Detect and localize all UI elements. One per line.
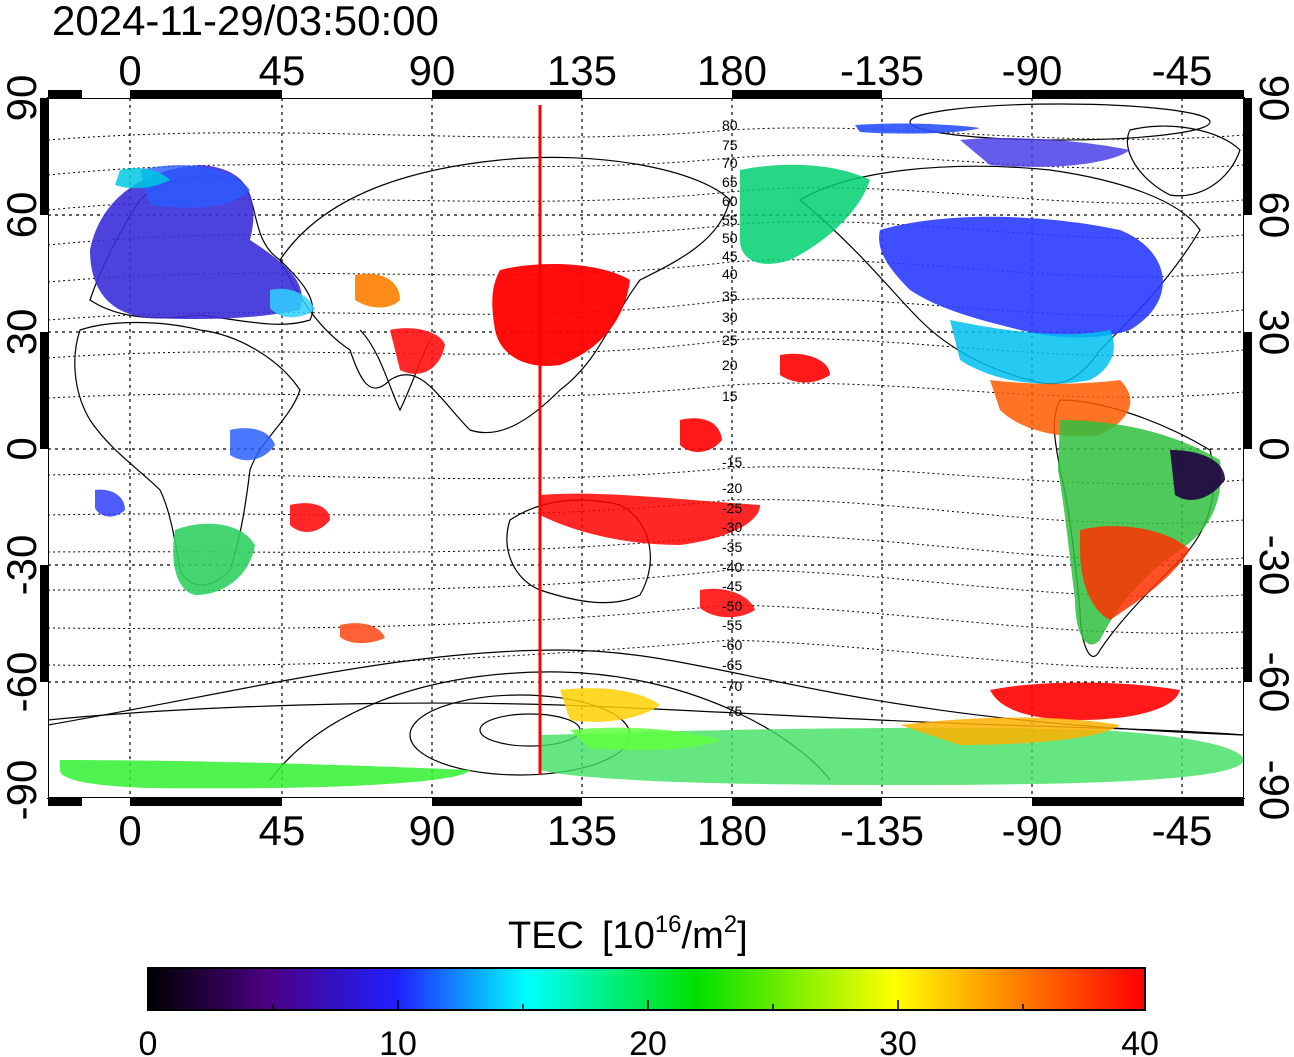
map-plot-area: 80 75 70 65 60 55 50 45 40 35 30 25 20 1… xyxy=(48,98,1244,798)
lon-tick-label: 135 xyxy=(547,47,617,94)
lon-tick-label: 180 xyxy=(697,807,767,854)
lon-tick-label: 180 xyxy=(697,47,767,94)
lon-tick-label: 0 xyxy=(118,807,141,854)
lat-tick-label: -60 xyxy=(0,652,45,713)
tec-alaska xyxy=(740,164,870,264)
greenland-outline xyxy=(1126,125,1241,197)
top-longitude-axis: 0 45 90 135 180 -135 -90 -45 xyxy=(118,47,1212,94)
tec-europe xyxy=(90,165,302,320)
mag-lat-label: 65 xyxy=(722,174,738,190)
colorbar-tick-label: 20 xyxy=(629,1025,667,1057)
mag-lat-label: 70 xyxy=(722,155,738,171)
tec-north-america xyxy=(879,216,1163,338)
mag-lat-label: 25 xyxy=(722,332,738,348)
mag-lat-label: -60 xyxy=(722,637,742,653)
mag-lat-label: -40 xyxy=(722,559,742,575)
tec-data-overlay xyxy=(60,123,1244,789)
colorbar-tick-label: 30 xyxy=(879,1025,917,1057)
colorbar-tick-label: 0 xyxy=(139,1025,158,1057)
mag-lat-label: -20 xyxy=(722,480,742,496)
timestamp-label: 2024-11-29/03:50:00 xyxy=(52,0,439,44)
lat-tick-label: 30 xyxy=(1251,309,1294,356)
lat-tick-label: 60 xyxy=(0,192,45,239)
lon-tick-label: 0 xyxy=(118,47,141,94)
colorbar-tick-label: 40 xyxy=(1121,1025,1159,1057)
mag-lat-label: 50 xyxy=(722,230,738,246)
asia-outline xyxy=(279,156,731,434)
lat-tick-label: -30 xyxy=(0,535,45,596)
tec-south-africa xyxy=(173,523,255,595)
lat-tick-label: 60 xyxy=(1251,192,1294,239)
mag-lat-label: 30 xyxy=(722,309,738,325)
lon-tick-label: 45 xyxy=(259,47,306,94)
bottom-longitude-axis: 0 45 90 135 180 -135 -90 -45 xyxy=(118,807,1212,854)
mag-lat-label: -50 xyxy=(722,598,742,614)
lon-tick-label: -90 xyxy=(1002,807,1063,854)
magnetic-latitude-contours xyxy=(48,127,1244,670)
mag-lat-label: 55 xyxy=(722,212,738,228)
lon-tick-label: 90 xyxy=(409,807,456,854)
lon-tick-label: -135 xyxy=(840,807,924,854)
mag-lat-label: 75 xyxy=(722,137,738,153)
tec-antarctic-west xyxy=(60,760,470,789)
mag-lat-label: -75 xyxy=(722,703,742,719)
mag-lat-label: 20 xyxy=(722,357,738,373)
mag-lat-label: 45 xyxy=(722,248,738,264)
mag-lat-label: -25 xyxy=(722,500,742,516)
mag-lat-label: 60 xyxy=(722,193,738,209)
mag-lat-label: -70 xyxy=(722,678,742,694)
colorbar: 0 10 20 30 40 xyxy=(139,967,1159,1057)
lon-tick-label: -90 xyxy=(1002,47,1063,94)
mag-lat-label: -65 xyxy=(722,657,742,673)
left-latitude-axis: 90 60 30 0 -30 -60 -90 xyxy=(0,75,45,821)
mag-lat-label: -30 xyxy=(722,519,742,535)
lon-tick-label: 90 xyxy=(409,47,456,94)
mag-lat-label: 35 xyxy=(722,288,738,304)
mag-lat-label: -45 xyxy=(722,578,742,594)
mag-lat-label: 80 xyxy=(722,117,738,133)
plot-frame xyxy=(40,90,1252,806)
mag-lat-label: -15 xyxy=(722,454,742,470)
lat-tick-label: -90 xyxy=(1251,760,1294,821)
lon-tick-label: -135 xyxy=(840,47,924,94)
mag-lat-label: -35 xyxy=(722,539,742,555)
tec-australia-pacific xyxy=(540,493,760,545)
lat-tick-label: 0 xyxy=(1251,437,1294,460)
lat-tick-label: 90 xyxy=(1251,75,1294,122)
lat-tick-label: 90 xyxy=(0,75,45,122)
lon-tick-label: 45 xyxy=(259,807,306,854)
lat-tick-label: -90 xyxy=(0,760,45,821)
lon-tick-label: -45 xyxy=(1152,807,1213,854)
tec-antarctic-band xyxy=(540,727,1244,785)
mag-lat-label: 15 xyxy=(722,388,738,404)
lat-tick-label: -30 xyxy=(1251,535,1294,596)
mag-lat-labels: 80 75 70 65 60 55 50 45 40 35 30 25 20 1… xyxy=(722,117,742,719)
tec-antarctic-south-america xyxy=(990,682,1180,720)
lat-tick-label: -60 xyxy=(1251,652,1294,713)
tec-east-asia xyxy=(492,264,630,366)
lat-tick-label: 30 xyxy=(0,309,45,356)
colorbar-tick-label: 10 xyxy=(379,1025,417,1057)
right-latitude-axis: 90 60 30 0 -30 -60 -90 xyxy=(1251,75,1294,821)
mag-lat-label: -55 xyxy=(722,617,742,633)
lon-tick-label: 135 xyxy=(547,807,617,854)
colorbar-title: TEC [1016/m2] xyxy=(508,911,748,957)
mag-lat-label: 40 xyxy=(722,266,738,282)
lat-tick-label: 0 xyxy=(0,437,45,460)
lon-tick-label: -45 xyxy=(1152,47,1213,94)
